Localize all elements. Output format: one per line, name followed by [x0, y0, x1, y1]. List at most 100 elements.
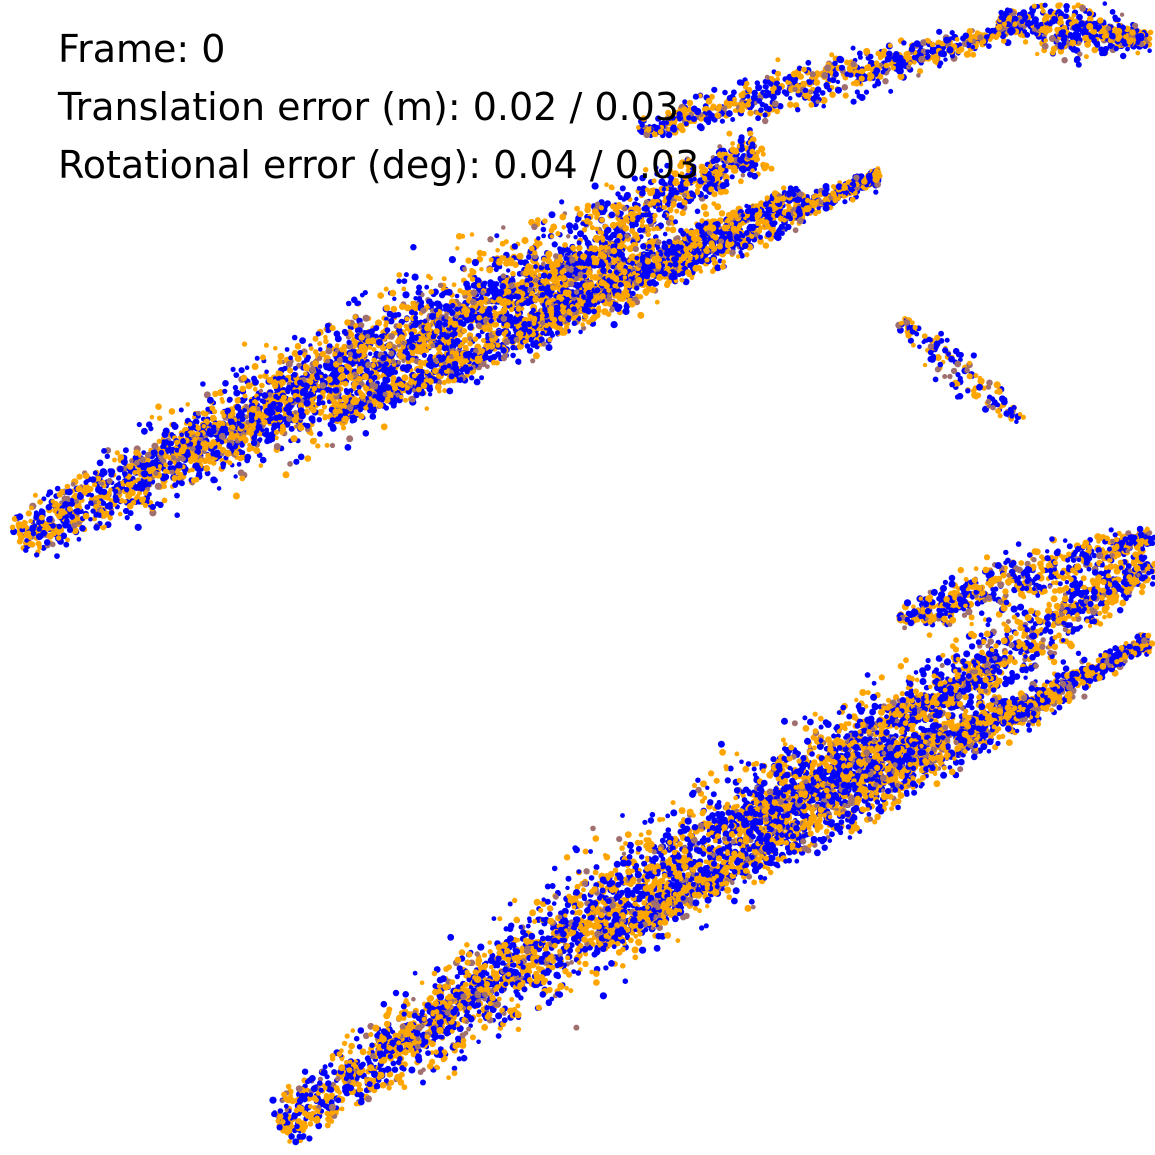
cloud-point	[395, 311, 402, 318]
cloud-point	[352, 353, 359, 359]
cloud-point	[519, 280, 525, 286]
cloud-point	[368, 351, 373, 356]
cloud-point	[179, 432, 184, 438]
cloud-point	[315, 443, 321, 449]
cloud-point	[704, 257, 710, 263]
cloud-point	[107, 501, 113, 508]
cloud-point	[574, 205, 580, 212]
cloud-point	[703, 184, 709, 189]
cloud-point	[293, 458, 300, 465]
cloud-point	[273, 346, 278, 351]
cloud-point	[100, 473, 105, 478]
cloud-point	[134, 523, 142, 531]
cloud-point	[679, 277, 685, 283]
cloud-point	[489, 286, 497, 294]
cloud-point	[62, 501, 69, 508]
cloud-point	[608, 211, 616, 219]
cloud-point	[50, 541, 56, 548]
cloud-point	[139, 496, 146, 504]
cloud-point	[573, 235, 578, 240]
cloud-point	[367, 344, 373, 350]
cloud-point	[462, 266, 467, 272]
cloud-point	[681, 192, 688, 198]
cloud-point	[266, 376, 274, 384]
cloud-point	[729, 174, 735, 180]
cloud-point	[108, 510, 115, 516]
cloud-point	[676, 195, 683, 202]
cloud-point	[291, 334, 298, 341]
cloud-point	[273, 429, 280, 435]
cloud-point	[469, 276, 476, 282]
cloud-point	[702, 169, 708, 174]
cloud-point	[430, 333, 437, 340]
cloud-point	[465, 257, 472, 264]
cloud-point	[542, 218, 548, 224]
cloud-point	[585, 260, 592, 267]
cloud-point	[424, 324, 432, 332]
cloud-point	[288, 355, 293, 361]
cloud-point	[133, 449, 140, 456]
cloud-point	[413, 319, 420, 326]
cloud-point	[417, 359, 425, 367]
cloud-point	[651, 178, 657, 184]
cloud-point	[325, 327, 330, 332]
cloud-point	[654, 192, 661, 199]
cloud-point	[164, 439, 169, 444]
cloud-point	[479, 267, 484, 272]
cloud-point	[316, 417, 322, 423]
cloud-point	[637, 311, 645, 319]
cloud-point	[589, 225, 596, 231]
cloud-point	[634, 196, 639, 202]
cloud-point	[632, 245, 640, 253]
cloud-point	[640, 212, 646, 218]
cloud-point	[239, 475, 246, 482]
cloud-point	[694, 208, 701, 215]
cloud-point	[528, 282, 534, 288]
cloud-point	[559, 269, 565, 276]
cloud-point	[232, 384, 239, 391]
cloud-point	[193, 476, 200, 483]
cloud-point	[170, 455, 177, 461]
cloud-point	[342, 329, 348, 335]
cloud-point	[428, 313, 436, 320]
cloud-point	[304, 455, 312, 462]
cloud-point	[563, 255, 569, 261]
cloud-point	[92, 470, 98, 476]
cloud-point	[279, 423, 286, 430]
cloud-point	[427, 392, 433, 397]
cloud-point	[555, 231, 561, 237]
cloud-point	[40, 529, 47, 537]
cloud-point	[679, 159, 686, 167]
cloud-point	[29, 525, 35, 530]
cloud-point	[613, 204, 621, 212]
cloud-point	[178, 480, 185, 487]
cloud-point	[135, 493, 141, 499]
cloud-point	[495, 296, 504, 304]
cloud-point	[551, 241, 558, 248]
cloud-point	[420, 344, 427, 351]
cloud-point	[643, 167, 649, 173]
cloud-point	[396, 272, 403, 278]
cloud-point	[312, 335, 319, 342]
cloud-point	[689, 170, 697, 177]
cloud-point	[751, 172, 758, 180]
cloud-point	[36, 526, 42, 532]
cloud-point	[401, 340, 406, 346]
cloud-point	[329, 325, 336, 332]
cloud-point	[116, 482, 122, 488]
cloud-point	[232, 492, 240, 500]
cloud-point	[631, 175, 638, 182]
cloud-point	[411, 273, 419, 281]
cloud-point	[496, 258, 502, 264]
cloud-point	[46, 489, 54, 496]
cloud-point	[777, 226, 782, 232]
cloud-point	[679, 210, 686, 217]
cloud-point	[710, 158, 717, 165]
cloud-point	[64, 483, 71, 490]
cloud-point	[749, 148, 756, 155]
cloud-point	[521, 236, 529, 245]
cloud-point	[117, 454, 125, 461]
cloud-point	[319, 409, 325, 414]
